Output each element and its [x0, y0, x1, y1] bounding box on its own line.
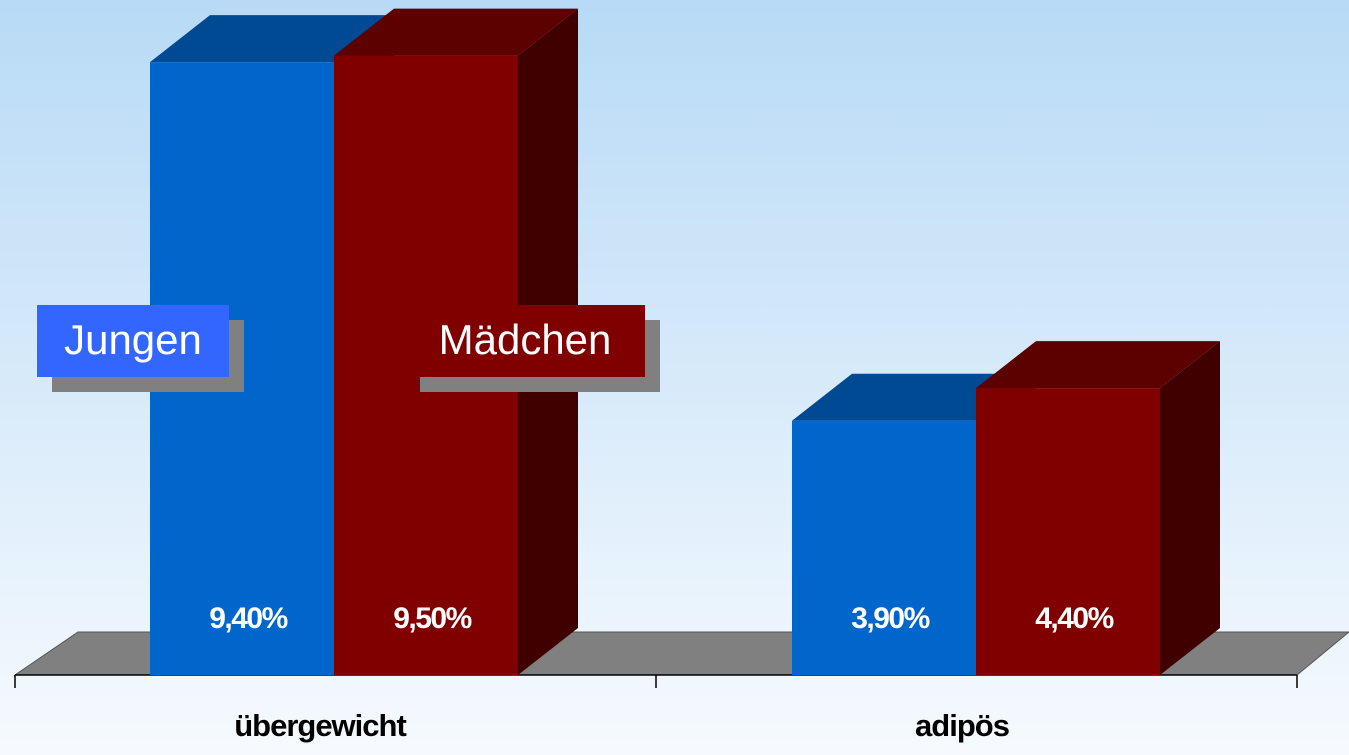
bar-top	[150, 15, 394, 63]
value-label: 3,90%	[851, 602, 929, 635]
value-label: 4,40%	[1035, 602, 1113, 635]
bar-front	[976, 388, 1160, 675]
bar-front	[792, 420, 976, 675]
bar	[976, 341, 1220, 675]
legend-label: Mädchen	[439, 316, 612, 363]
bar-top	[976, 341, 1220, 389]
value-label: 9,40%	[209, 602, 287, 635]
legend-box	[37, 305, 229, 377]
x-tick-label: adipös	[915, 708, 1009, 743]
bar-top	[792, 373, 1036, 421]
legend-box	[405, 305, 645, 377]
value-label: 9,50%	[393, 602, 471, 635]
bar-top	[334, 8, 578, 56]
x-tick-label: übergewicht	[234, 708, 406, 743]
legend-label: Jungen	[64, 316, 202, 363]
bar-side	[1160, 341, 1220, 675]
